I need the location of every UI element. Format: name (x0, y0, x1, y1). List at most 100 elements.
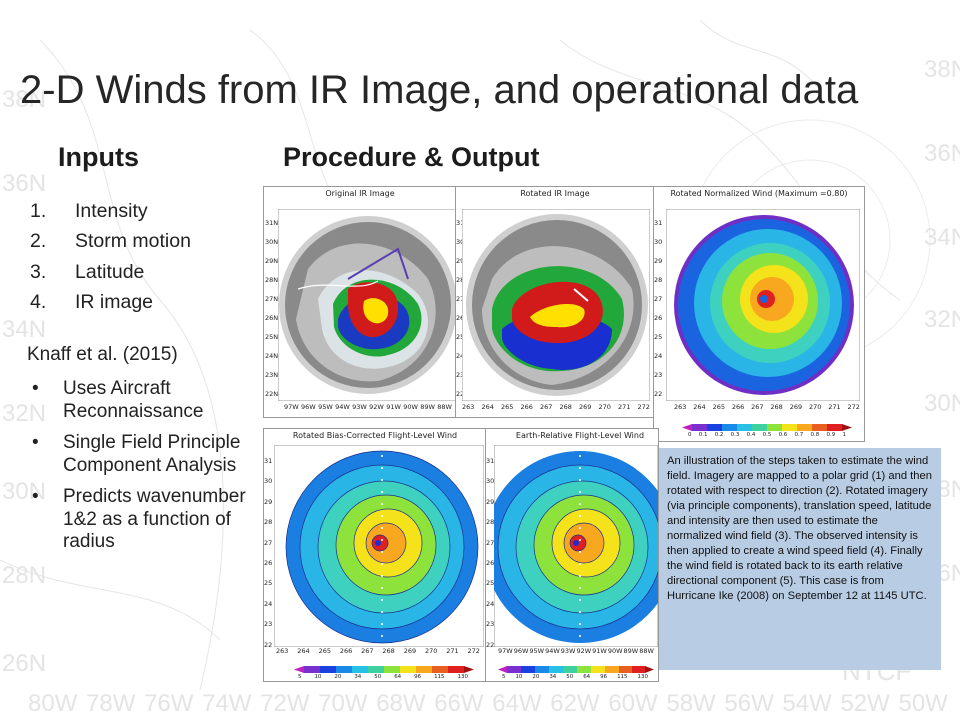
y-axis-ticks: 31N 30N 29N 28N 27N 26N 25N 24N 23N 22N (265, 214, 278, 404)
x-tick-label: 92W (576, 647, 592, 655)
bg-lat-label: 32N (924, 306, 960, 333)
bg-lat-label: 38N (924, 56, 960, 83)
y-tick-label: 31N (265, 219, 279, 227)
y-tick-label: 23 (264, 620, 273, 629)
x-tick-label: 270 (598, 403, 611, 411)
y-tick-label: 30N (265, 238, 279, 246)
x-tick-label: 95W (529, 647, 545, 655)
x-tick-label: 268 (382, 647, 395, 655)
y-tick-label: 24 (654, 352, 663, 360)
input-item: 4. IR image (30, 287, 191, 317)
x-tick-label: 263 (462, 403, 475, 411)
bg-lon-label: 66W (434, 690, 484, 717)
x-tick-label: 91W (592, 647, 607, 655)
x-tick-label: 266 (731, 403, 745, 411)
panel-earth-relative-wind: Earth-Relative Flight-Level Wind 5 31N 30… (485, 428, 659, 682)
colorbar-tick-label: 5 (502, 674, 506, 680)
colorbar-tick-label: 130 (637, 674, 649, 680)
y-tick-label: 31 (654, 219, 663, 227)
y-tick-label: 29 (264, 497, 273, 506)
x-tick-label: 95W (318, 403, 333, 411)
colorbar (682, 424, 852, 431)
bg-lon-label: 78W (86, 690, 136, 717)
y-tick-label: 27N (486, 538, 500, 547)
x-tick-label: 89W (623, 647, 639, 655)
x-tick-label: 94W (335, 403, 350, 411)
colorbar-tick-label: 10 (515, 674, 523, 680)
earth-relative-wind-field (494, 445, 658, 647)
bullet-item: Predicts wavenumber 1&2 as a function of… (30, 486, 260, 554)
x-tick-label: 96W (301, 403, 316, 411)
panel-title: Earth-Relative Flight-Level Wind (515, 431, 645, 440)
colorbar-labels: 0 0.1 0.2 0.3 0.4 0.5 0.6 0.7 0.8 0.9 1 (688, 432, 846, 438)
y-tick-label: 25 (264, 579, 273, 588)
y-tick-label: 23N (486, 620, 500, 629)
y-tick-label: 24 (264, 599, 273, 608)
colorbar-tick-label: 96 (600, 674, 608, 680)
x-tick-label: 93W (560, 647, 576, 655)
x-tick-label: 271 (618, 403, 631, 411)
x-tick-label: 89W (420, 403, 435, 411)
y-tick-label: 27 (654, 295, 663, 303)
colorbar-tick-label: 20 (532, 674, 540, 680)
x-tick-label: 97W (498, 647, 513, 655)
y-tick-label: 29 (456, 257, 465, 265)
y-tick-label: 28N (486, 518, 500, 527)
y-tick-label: 27N (265, 295, 279, 303)
bullet-item: Uses Aircraft Reconnaissance (30, 378, 260, 423)
colorbar-labels: 5 10 20 34 50 64 96 115 130 (502, 674, 648, 680)
procedure-heading: Procedure & Output (283, 142, 540, 172)
colorbar-tick-label: 20 (334, 674, 342, 680)
y-tick-label: 28N (265, 276, 279, 284)
bg-lat-label: 34N (924, 224, 960, 251)
x-tick-label: 263 (674, 403, 687, 411)
bullet-item: Single Field Principle Component Analysi… (30, 432, 260, 477)
x-tick-label: 97W (284, 403, 299, 411)
y-tick-label: 28 (654, 276, 663, 284)
panel-title: Rotated IR Image (520, 189, 590, 198)
slide-title: 2-D Winds from IR Image, and operational… (20, 68, 859, 112)
colorbar-tick-label: 34 (549, 674, 557, 680)
y-tick-label: 22 (654, 390, 663, 398)
y-axis-ticks: 31 30 29 28 27 26 25 24 23 22 (456, 214, 464, 404)
colorbar-tick-label: 34 (354, 674, 362, 680)
y-tick-label: 24N (486, 599, 500, 608)
colorbar-tick-label: 0.3 (730, 432, 740, 438)
colorbar-tick-label: 0.9 (826, 432, 836, 438)
x-tick-label: 267 (751, 403, 764, 411)
x-tick-label: 269 (579, 403, 592, 411)
x-tick-label: 272 (467, 647, 480, 655)
x-tick-label: 268 (559, 403, 572, 411)
x-tick-label: 269 (403, 647, 417, 655)
y-tick-label: 25N (486, 579, 500, 588)
colorbar-tick-label: 115 (617, 674, 628, 680)
y-tick-label: 31 (264, 457, 273, 465)
bg-lon-label: 64W (492, 690, 542, 717)
panel-title: Original IR Image (325, 189, 395, 198)
x-tick-label: 90W (403, 403, 418, 411)
y-tick-label: 27 (456, 295, 465, 303)
panel-rotated-ir: Rotated IR Image 2 31302928272625242322 … (455, 186, 655, 418)
x-axis-ticks: 97W 96W 95W 94W 93W 92W 91W 90W 89W 88W (498, 647, 654, 655)
input-number: 4. (30, 290, 47, 313)
bg-lon-label: 62W (550, 690, 600, 717)
colorbar-tick-label: 64 (394, 674, 402, 680)
colorbar-tick-label: 130 (457, 674, 469, 680)
bg-lon-label: 52W (840, 690, 890, 717)
bg-lat-label: 30N (924, 390, 960, 417)
x-tick-label: 266 (520, 403, 533, 411)
x-tick-label: 90W (607, 647, 623, 655)
x-tick-label: 93W (352, 403, 367, 411)
input-number: 1. (30, 200, 47, 222)
y-tick-label: 23 (456, 371, 465, 379)
normalized-wind-field (666, 209, 860, 401)
bg-lon-label: 74W (202, 690, 252, 717)
bg-lon-label: 76W (144, 690, 194, 717)
x-tick-label: 265 (318, 647, 331, 655)
bg-lon-label: 72W (260, 690, 310, 717)
y-tick-label: 29N (265, 257, 279, 265)
y-tick-label: 22 (264, 640, 273, 649)
x-tick-label: 264 (297, 647, 310, 655)
y-tick-label: 28 (264, 518, 273, 527)
input-number: 3. (30, 260, 47, 283)
